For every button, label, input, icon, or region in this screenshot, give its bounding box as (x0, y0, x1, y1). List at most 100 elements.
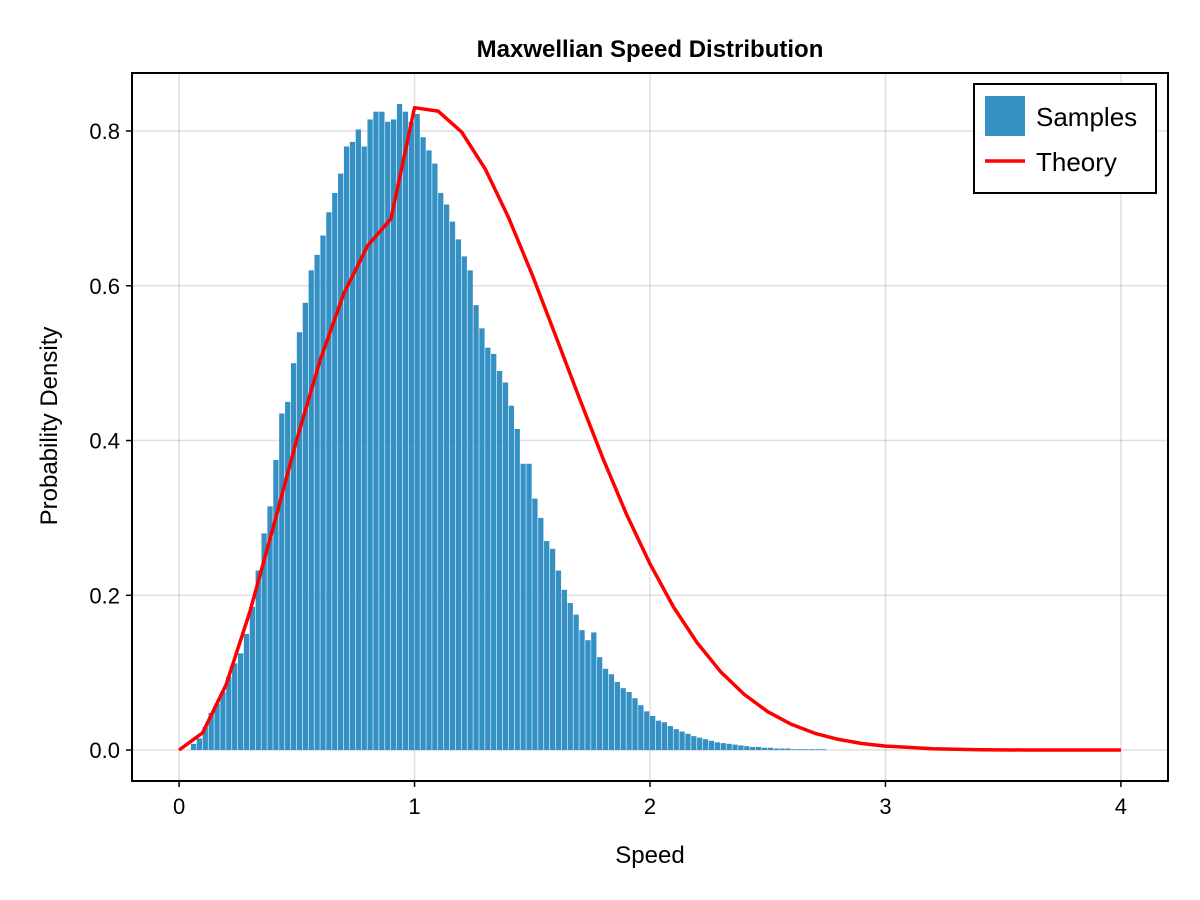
histogram-bar (732, 744, 738, 751)
y-axis-label: Probability Density (36, 327, 63, 526)
histogram-bar (285, 401, 291, 751)
histogram-bar (443, 204, 450, 751)
histogram-bar (579, 630, 585, 751)
histogram-bar (814, 749, 821, 751)
histogram-bar (785, 748, 791, 751)
histogram-bar (326, 212, 332, 751)
histogram-bar (791, 749, 797, 751)
histogram-bar (514, 428, 520, 751)
x-tick-label: 3 (879, 794, 891, 819)
histogram-bar (396, 103, 403, 751)
histogram-bar (208, 712, 214, 751)
histogram-bar (702, 739, 709, 751)
theory-line (178, 105, 1121, 752)
histogram-bar (467, 270, 473, 751)
histogram-bar (608, 674, 615, 751)
y-tick-label: 0.0 (89, 738, 120, 763)
histogram-bar (408, 121, 414, 751)
histogram-bar (290, 363, 297, 751)
histogram-bar (808, 749, 815, 751)
histogram-bar (638, 705, 644, 751)
histogram-bar (196, 738, 203, 751)
histogram-bar (508, 405, 515, 751)
histogram-bar (726, 743, 732, 751)
histogram-bar (379, 111, 385, 751)
legend-swatch-samples (985, 96, 1025, 136)
histogram-bar (538, 517, 544, 751)
histogram-bar (697, 737, 703, 751)
histogram-bar (673, 729, 679, 751)
histogram-bar (461, 256, 467, 751)
histogram-bar (661, 722, 668, 751)
x-axis-ticks: 0 1 2 3 4 (173, 781, 1127, 819)
histogram-bar (820, 749, 826, 751)
histogram-bar (532, 498, 538, 751)
histogram-bar (602, 668, 609, 751)
histogram-bar (308, 270, 314, 751)
histogram-bar (438, 192, 444, 751)
histogram-bar (255, 570, 261, 751)
histogram-bar (773, 748, 779, 751)
histogram-bar (190, 743, 197, 751)
histogram-bars (190, 103, 826, 751)
histogram-bar (214, 703, 220, 751)
y-tick-label: 0.6 (89, 274, 120, 299)
histogram-bar (585, 640, 591, 751)
histogram-bar (650, 716, 656, 751)
legend: Samples Theory (973, 83, 1157, 194)
histogram-bar (361, 146, 367, 751)
histogram-bar (296, 332, 303, 751)
x-axis-label: Speed (615, 842, 684, 869)
histogram-bar (343, 146, 350, 751)
legend-label-samples: Samples (1036, 102, 1137, 132)
histogram-bar (714, 742, 721, 751)
histogram-bar (720, 743, 726, 751)
histogram-bar (373, 111, 379, 751)
histogram-bar (561, 589, 567, 751)
histogram-bar (385, 121, 391, 751)
histogram-bar (755, 746, 762, 751)
histogram-bar (679, 731, 685, 751)
histogram-bar (332, 192, 338, 751)
x-tick-label: 0 (173, 794, 185, 819)
histogram-bar (549, 548, 556, 751)
chart-title: Maxwellian Speed Distribution (477, 36, 824, 63)
histogram-bar (338, 173, 344, 751)
histogram-bar (767, 747, 774, 751)
histogram-bar (220, 692, 226, 751)
histogram-bar (655, 720, 662, 751)
y-tick-label: 0.8 (89, 119, 120, 144)
histogram-bar (750, 746, 756, 751)
histogram-bar (249, 606, 256, 751)
histogram-bar (420, 137, 426, 751)
histogram-bar (279, 413, 285, 751)
histogram-bar (573, 614, 579, 751)
histogram-bar (391, 119, 397, 751)
histogram-bar (367, 119, 373, 751)
histogram-bar (237, 653, 244, 751)
histogram-bar (744, 746, 750, 751)
histogram-bar (473, 305, 479, 751)
histogram-bar (496, 370, 503, 751)
histogram-bar (626, 692, 632, 751)
histogram-bar (502, 382, 509, 751)
histogram-bar (232, 663, 238, 751)
legend-label-theory: Theory (1036, 147, 1117, 177)
histogram-bar (555, 570, 562, 751)
histogram-bar (355, 129, 361, 751)
histogram-bar (544, 541, 550, 751)
histogram-bar (449, 221, 456, 751)
histogram-bar (797, 749, 803, 751)
x-tick-label: 4 (1115, 794, 1127, 819)
y-axis-ticks: 0.0 0.2 0.4 0.6 0.8 (89, 119, 132, 763)
y-tick-label: 0.4 (89, 429, 120, 454)
histogram-bar (526, 463, 532, 751)
histogram-bar (226, 676, 232, 751)
histogram-bar (267, 506, 273, 751)
x-tick-label: 1 (408, 794, 420, 819)
histogram-bar (426, 150, 432, 751)
y-tick-label: 0.2 (89, 583, 120, 608)
histogram-bar (414, 114, 420, 751)
histogram-bar (455, 239, 462, 751)
